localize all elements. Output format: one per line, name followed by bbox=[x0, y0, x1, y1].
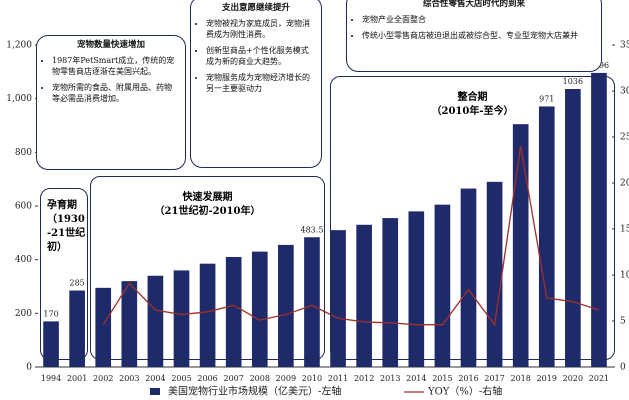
x-tick-label: 2012 bbox=[354, 374, 374, 383]
bar bbox=[330, 230, 346, 367]
x-tick-label: 2019 bbox=[537, 374, 557, 383]
annotation-box: 宠物数量快速增加 1987年PetSmart成立，传统的宠物零售商店逐渐在美国兴起… bbox=[36, 35, 186, 170]
x-tick-label: 2021 bbox=[589, 374, 609, 383]
annotation-title: 支出意愿继续提升 bbox=[221, 3, 290, 13]
annotation-box: 支出意愿继续提升宠物被视为家庭成员，宠物消费成为刚性消费。创新型商品+个性化服务… bbox=[190, 0, 322, 168]
period-box: 孕育期 （1930-21世纪初） bbox=[40, 188, 88, 360]
bar bbox=[382, 218, 399, 367]
bar bbox=[434, 204, 451, 367]
x-tick-label: 2002 bbox=[93, 374, 113, 383]
y2-tick-label: 25 bbox=[620, 133, 629, 143]
y2-tick-label: 5 bbox=[620, 317, 626, 327]
x-tick-label: 2014 bbox=[406, 374, 426, 383]
x-tick-label: 2015 bbox=[432, 374, 452, 383]
annotation-box: 综合性零售大店时代的到来宠物产业全面整合传统小型零售商店被迫退出或被综合型、专业… bbox=[346, 0, 602, 72]
bar bbox=[565, 89, 581, 368]
y-tick-label: 600 bbox=[15, 202, 32, 212]
y-tick-label: 0 bbox=[26, 363, 32, 373]
x-tick-label: 2008 bbox=[250, 374, 270, 383]
data-label: 971 bbox=[539, 94, 554, 103]
x-tick-label: 2005 bbox=[171, 374, 191, 383]
data-label: 1036 bbox=[563, 77, 583, 86]
annotation-list: 1987年PetSmart成立，传统的宠物零售商店逐渐在美国兴起。宠物所需的食品… bbox=[43, 55, 179, 104]
x-tick-label: 2004 bbox=[145, 374, 165, 383]
bar bbox=[95, 287, 112, 367]
x-tick-label: 2013 bbox=[380, 374, 400, 383]
period-box: 快速发展期 （21世纪初-2010年） bbox=[90, 176, 325, 360]
x-tick-label: 2010 bbox=[302, 374, 322, 383]
annotation-item: 宠物产业全面整合 bbox=[362, 14, 595, 25]
annotation-list: 宠物被视为家庭成员，宠物消费成为刚性消费。创新型商品+个性化服务模式成为新的商业… bbox=[197, 18, 315, 94]
data-label: 285 bbox=[69, 279, 84, 288]
data-label: 170 bbox=[43, 309, 58, 318]
y-tick-label: 400 bbox=[15, 255, 32, 265]
legend-label: 美国宠物行业市场规模（亿美元）-左轴 bbox=[168, 385, 341, 398]
x-tick-label: 2009 bbox=[276, 374, 296, 383]
period-name: 快速发展期 bbox=[182, 192, 233, 203]
bar bbox=[147, 275, 164, 367]
y-tick-label: 1,200 bbox=[6, 41, 32, 51]
bar bbox=[225, 256, 242, 367]
period-name: 整合期 bbox=[457, 92, 488, 103]
annotation-item: 创新型商品+个性化服务模式成为新的商业大趋势。 bbox=[206, 45, 315, 67]
x-tick-label: 2003 bbox=[119, 374, 139, 383]
annotation-title: 宠物数量快速增加 bbox=[76, 40, 145, 50]
annotation-item: 宠物服务成为宠物经济增长的另一主要驱动力 bbox=[206, 72, 315, 94]
x-tick-label: 2016 bbox=[458, 374, 478, 383]
bar bbox=[173, 270, 190, 367]
y-tick-label: 1,000 bbox=[6, 94, 32, 104]
x-tick-label: 2018 bbox=[511, 374, 531, 383]
x-tick-label: 2020 bbox=[563, 374, 583, 383]
y2-tick-label: 10 bbox=[620, 271, 629, 281]
bar bbox=[251, 251, 268, 367]
x-tick-label: 2011 bbox=[328, 374, 348, 383]
bar bbox=[538, 106, 555, 367]
annotation-item: 宠物被视为家庭成员，宠物消费成为刚性消费。 bbox=[206, 18, 315, 40]
period-range: （2010年-至今） bbox=[431, 106, 514, 117]
legend-swatch bbox=[150, 388, 160, 395]
annotation-item: 传统小型零售商店被迫退出或被综合型、专业型宠物大店兼并 bbox=[362, 30, 595, 41]
y2-tick-label: 35 bbox=[620, 41, 629, 51]
period-range: （1930-21世纪初） bbox=[47, 214, 86, 253]
bar bbox=[486, 181, 503, 367]
y2-tick-label: 20 bbox=[620, 179, 629, 189]
period-range: （21世纪初-2010年） bbox=[154, 206, 261, 217]
y2-tick-label: 30 bbox=[620, 87, 629, 97]
bar bbox=[199, 263, 216, 367]
bar bbox=[278, 244, 294, 367]
bar bbox=[460, 188, 477, 367]
y-tick-label: 800 bbox=[15, 148, 32, 158]
bar bbox=[304, 237, 320, 367]
x-tick-label: 2001 bbox=[67, 374, 87, 383]
period-name: 孕育期 bbox=[47, 200, 77, 211]
annotation-list: 宠物产业全面整合传统小型零售商店被迫退出或被综合型、专业型宠物大店兼并 bbox=[353, 14, 595, 41]
bar bbox=[69, 290, 85, 367]
legend-label: YOY（%）-右轴 bbox=[427, 385, 502, 398]
y2-tick-label: 0 bbox=[620, 363, 626, 373]
bar bbox=[408, 211, 425, 367]
annotation-title: 综合性零售大店时代的到来 bbox=[422, 0, 525, 9]
data-label: 483.5 bbox=[301, 225, 324, 234]
bar bbox=[356, 224, 372, 367]
bar bbox=[591, 72, 607, 367]
annotation-item: 宠物所需的食品、附属用品、药物等必需品消费增加。 bbox=[52, 82, 179, 104]
annotation-item: 1987年PetSmart成立，传统的宠物零售商店逐渐在美国兴起。 bbox=[52, 55, 179, 77]
x-tick-label: 2007 bbox=[224, 374, 244, 383]
period-box: 整合期 （2010年-至今） bbox=[330, 76, 615, 360]
y2-tick-label: 15 bbox=[620, 225, 629, 235]
x-tick-label: 2017 bbox=[484, 374, 504, 383]
bar bbox=[121, 281, 138, 367]
bar bbox=[512, 124, 529, 368]
yoy-line bbox=[102, 146, 600, 327]
y-tick-label: 200 bbox=[15, 309, 32, 319]
x-tick-label: 2006 bbox=[197, 374, 217, 383]
x-tick-label: 1994 bbox=[41, 374, 61, 383]
